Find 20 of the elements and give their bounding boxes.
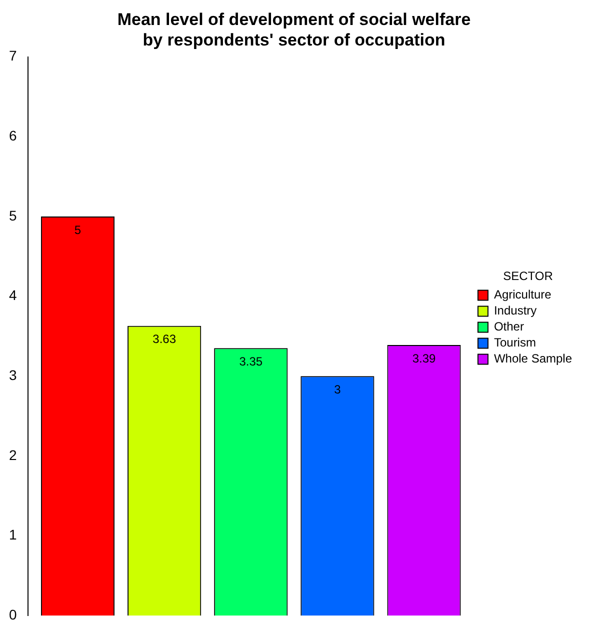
y-tick-label: 2 <box>8 446 17 463</box>
y-tick-label: 7 <box>8 48 17 64</box>
data-label: 3.63 <box>152 332 176 346</box>
data-label: 3.39 <box>412 351 436 366</box>
legend-label: Agriculture <box>494 288 552 302</box>
y-tick-label: 6 <box>8 127 17 144</box>
legend-title: SECTOR <box>503 269 554 284</box>
legend-label: Tourism <box>494 336 536 350</box>
chart-title: Mean level of development of social welfare by respondents' sector of occupation <box>117 10 471 50</box>
legend-label: Other <box>494 320 524 334</box>
y-tick-label: 4 <box>8 287 17 304</box>
data-label: 3.35 <box>239 354 263 368</box>
legend-label: Whole Sample <box>494 352 572 366</box>
legend-label: Industry <box>494 304 537 318</box>
data-label: 5 <box>74 222 82 237</box>
y-tick-label: 3 <box>8 366 17 383</box>
data-label: 3 <box>334 382 342 396</box>
y-tick-label: 0 <box>8 606 17 622</box>
y-tick-label: 5 <box>8 207 17 224</box>
y-tick-label: 1 <box>8 526 17 543</box>
